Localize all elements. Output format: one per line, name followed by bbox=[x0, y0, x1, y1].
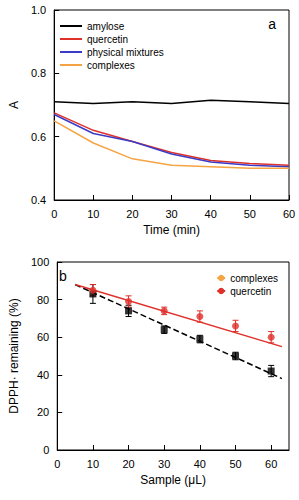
svg-text:20: 20 bbox=[126, 208, 138, 220]
svg-text:Sample (μL): Sample (μL) bbox=[140, 473, 206, 487]
svg-text:quercetin: quercetin bbox=[87, 34, 128, 45]
svg-text:40: 40 bbox=[205, 208, 217, 220]
svg-text:30: 30 bbox=[158, 458, 170, 470]
svg-text:0.4: 0.4 bbox=[31, 194, 46, 206]
svg-text:complexes: complexes bbox=[87, 60, 135, 71]
svg-text:50: 50 bbox=[229, 458, 241, 470]
svg-text:a: a bbox=[268, 16, 276, 32]
svg-text:amylose: amylose bbox=[87, 21, 125, 32]
svg-text:10: 10 bbox=[87, 208, 99, 220]
svg-text:0: 0 bbox=[54, 458, 60, 470]
svg-text:quercetin: quercetin bbox=[230, 286, 271, 297]
svg-text:20: 20 bbox=[37, 406, 49, 418]
svg-text:Time (min): Time (min) bbox=[143, 223, 200, 237]
svg-text:10: 10 bbox=[87, 458, 99, 470]
svg-text:50: 50 bbox=[244, 208, 256, 220]
svg-text:100: 100 bbox=[31, 256, 49, 268]
svg-text:complexes: complexes bbox=[230, 273, 278, 284]
svg-text:60: 60 bbox=[265, 458, 277, 470]
svg-text:0: 0 bbox=[43, 444, 49, 456]
svg-text:60: 60 bbox=[37, 331, 49, 343]
svg-text:40: 40 bbox=[194, 458, 206, 470]
svg-text:20: 20 bbox=[122, 458, 134, 470]
svg-text:40: 40 bbox=[37, 369, 49, 381]
svg-text:physical mixtures: physical mixtures bbox=[87, 47, 164, 58]
svg-text:A: A bbox=[7, 101, 21, 109]
svg-text:b: b bbox=[59, 268, 67, 284]
svg-text:0.6: 0.6 bbox=[31, 131, 46, 143]
svg-text:0: 0 bbox=[51, 208, 57, 220]
svg-text:1.0: 1.0 bbox=[31, 4, 46, 16]
svg-text:60: 60 bbox=[283, 208, 295, 220]
svg-text:80: 80 bbox=[37, 294, 49, 306]
svg-text:0.8: 0.8 bbox=[31, 67, 46, 79]
svg-text:DPPH· remaining (%): DPPH· remaining (%) bbox=[7, 298, 21, 413]
svg-text:30: 30 bbox=[165, 208, 177, 220]
